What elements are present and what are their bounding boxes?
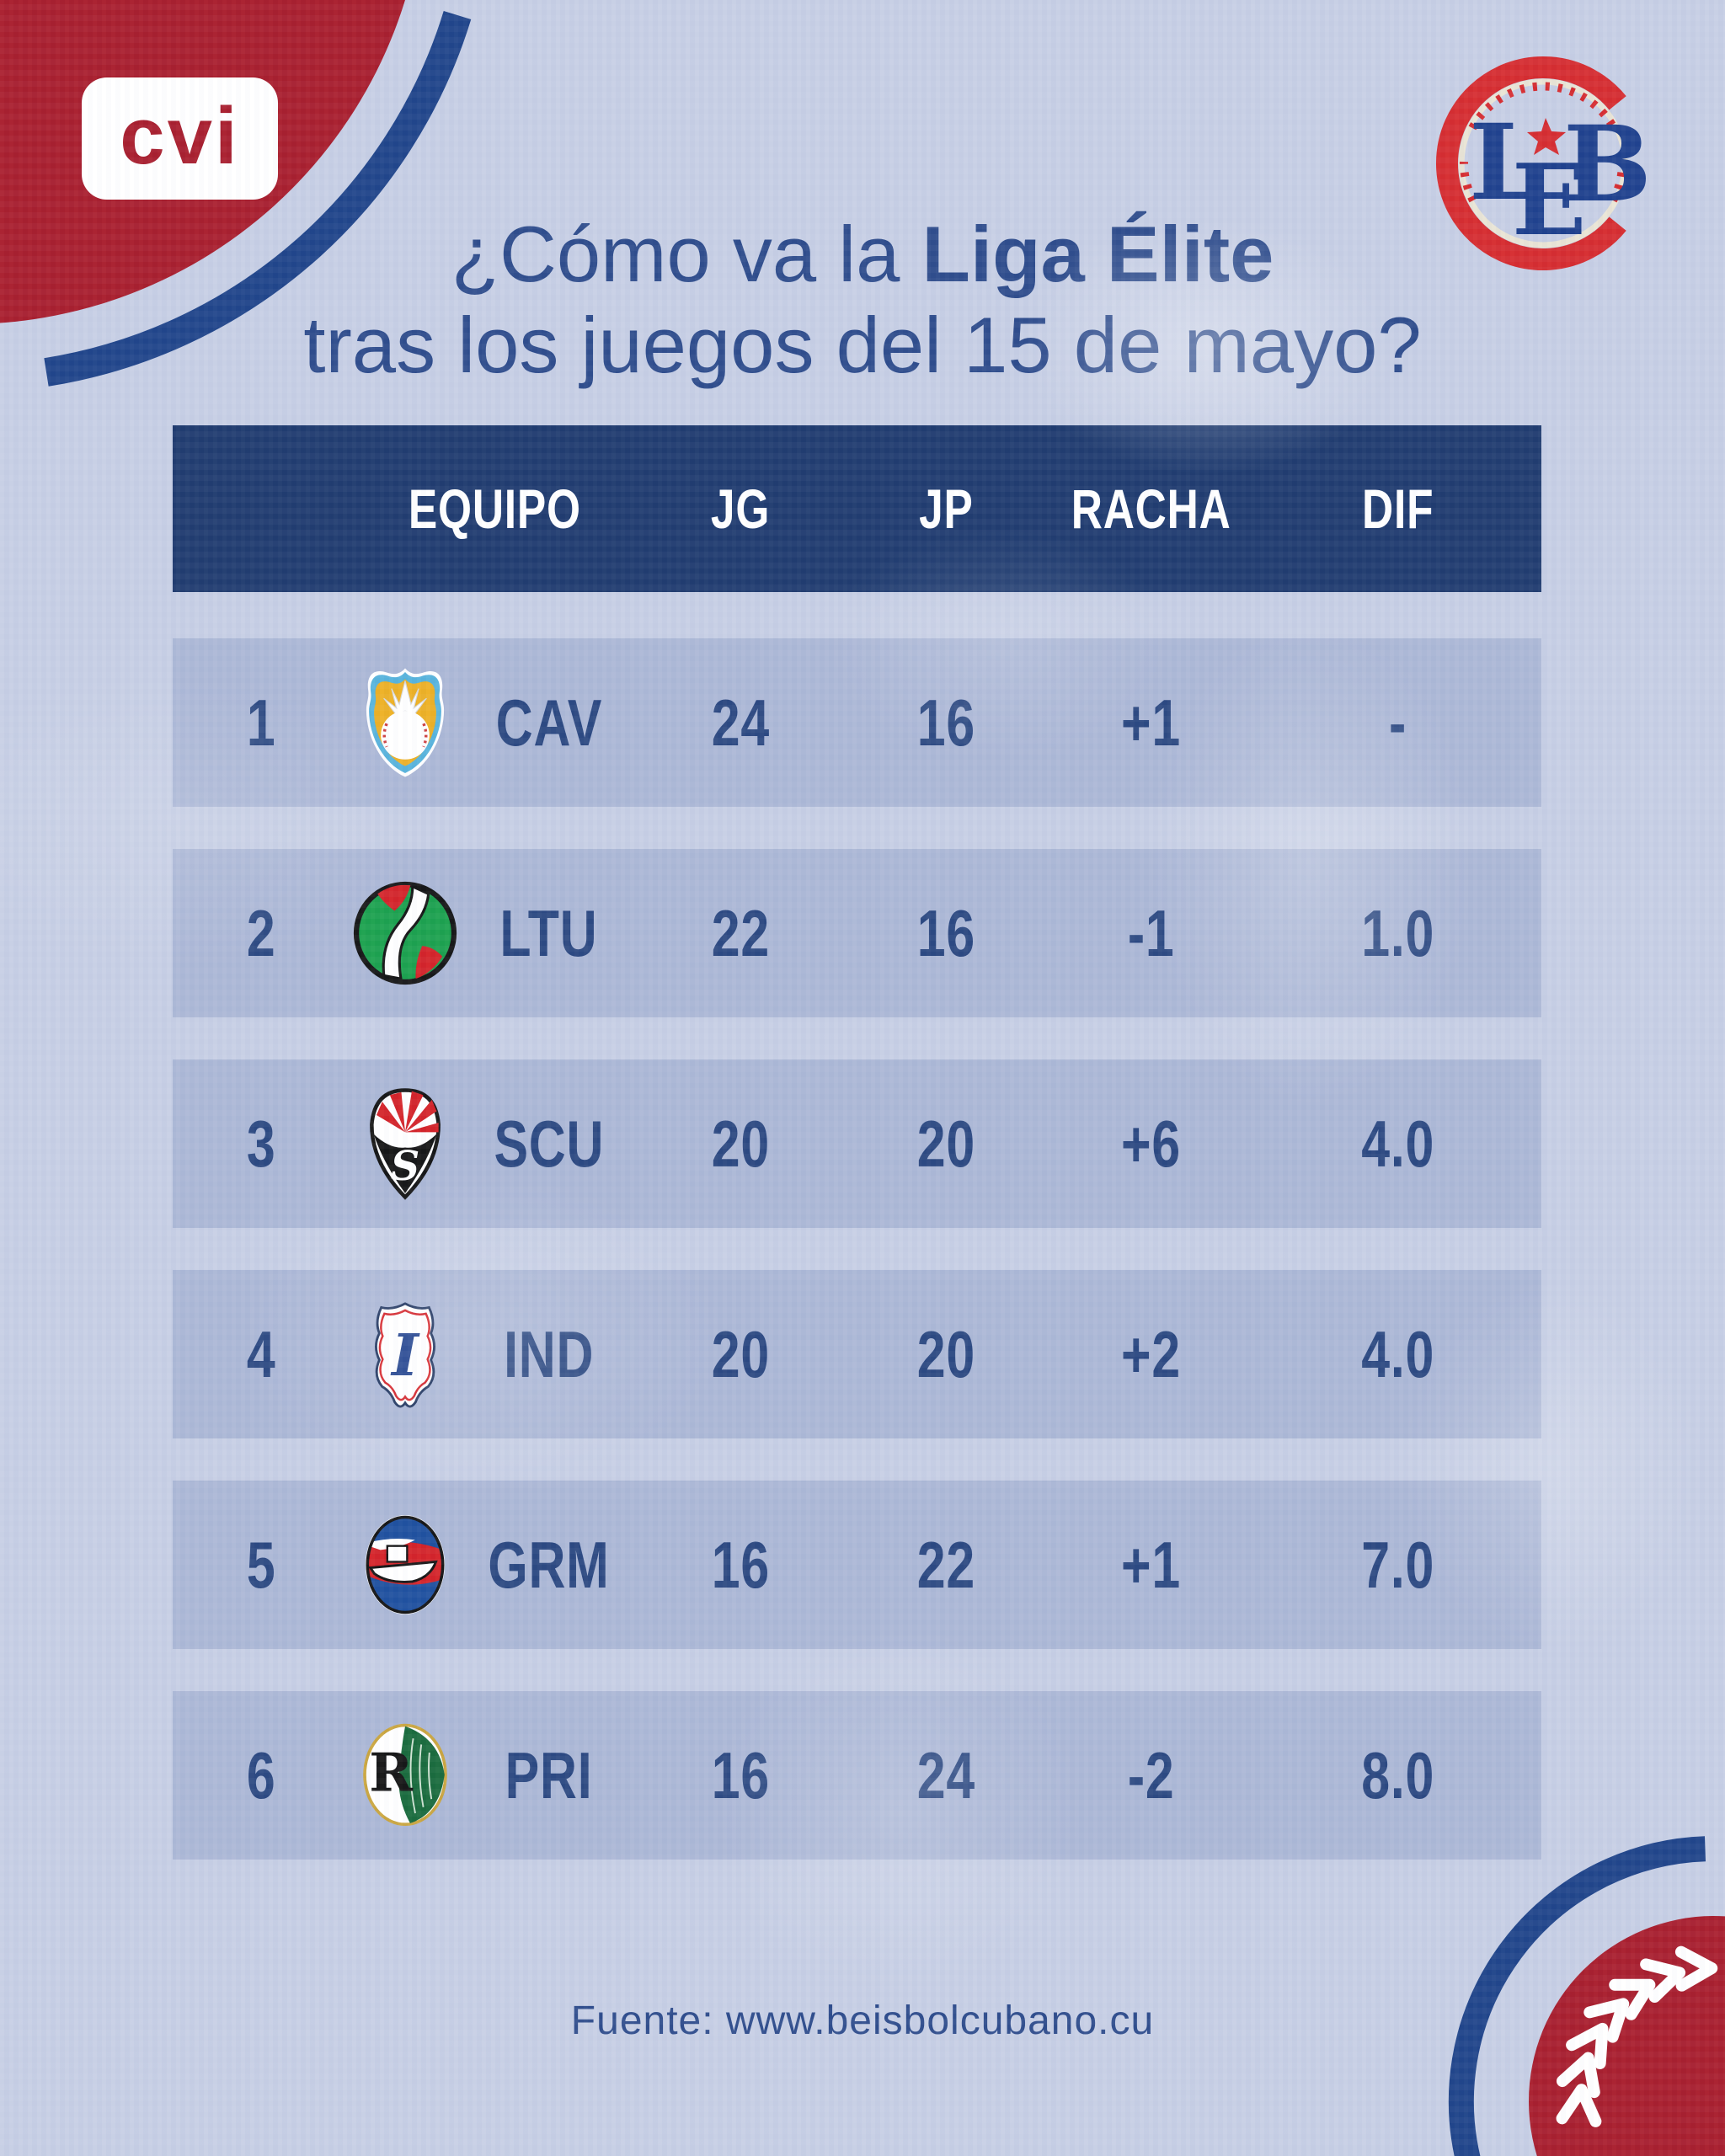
- leb-league-logo-icon: L E B: [1435, 56, 1652, 270]
- scu-team-logo-icon: S: [362, 1086, 448, 1201]
- rank-cell: 5: [247, 1527, 276, 1602]
- team-code-cell: SCU: [494, 1106, 605, 1181]
- header-racha: RACHA: [1071, 478, 1231, 540]
- leb-red-c-ring: [1435, 56, 1626, 270]
- baseball-stitches-icon: [1556, 1945, 1718, 2127]
- title-line-1: ¿Cómo va la Liga Élite: [451, 210, 1274, 298]
- header-equipo: EQUIPO: [408, 478, 581, 540]
- rank-cell: 1: [247, 685, 276, 760]
- blue-arc: [44, 11, 472, 387]
- page-title: ¿Cómo va la Liga Élite tras los juegos d…: [51, 209, 1674, 391]
- leb-star-icon: [1527, 118, 1566, 155]
- table-row: 3 S SCU 20 20 +6 4.: [173, 1059, 1541, 1228]
- cav-team-logo-icon: [356, 665, 454, 780]
- cvi-logo-text: cvi: [120, 90, 240, 181]
- cvi-logo: cvi: [82, 77, 278, 200]
- racha-cell: +1: [1121, 1527, 1182, 1602]
- racha-cell: +6: [1121, 1106, 1182, 1181]
- racha-cell: -2: [1128, 1737, 1175, 1812]
- table-row: 6 R PRI 16 24 -2 8.0: [173, 1691, 1541, 1860]
- leb-stitch-bottom-right: [1609, 161, 1627, 203]
- jp-cell: 20: [916, 1106, 975, 1181]
- team-code-cell: PRI: [505, 1737, 593, 1812]
- racha-cell: +1: [1121, 685, 1182, 760]
- racha-cell: -1: [1128, 895, 1175, 970]
- standings-table: EQUIPO JG JP RACHA DIF 1 CAV 24: [173, 425, 1541, 1860]
- team-code-cell: IND: [504, 1316, 595, 1391]
- jp-cell: 22: [916, 1527, 975, 1602]
- team-code-cell: LTU: [499, 895, 598, 970]
- source-footer: Fuente: www.beisbolcubano.cu: [570, 1999, 1155, 2043]
- header-jp: JP: [918, 478, 974, 540]
- title-line-2: tras los juegos del 15 de mayo?: [303, 301, 1422, 389]
- table-header-row: EQUIPO JG JP RACHA DIF: [173, 425, 1541, 592]
- dif-cell: 1.0: [1360, 895, 1434, 970]
- jg-cell: 20: [711, 1316, 770, 1391]
- team-code-cell: CAV: [495, 685, 603, 760]
- grm-team-logo-icon: [360, 1509, 450, 1620]
- svg-text:R: R: [370, 1742, 414, 1804]
- table-row: 1 CAV 24 16 +1 -: [173, 638, 1541, 807]
- jg-cell: 20: [711, 1106, 770, 1181]
- svg-text:I: I: [390, 1322, 420, 1390]
- pri-team-logo-icon: R: [355, 1722, 456, 1828]
- bottom-right-baseball-decoration: [1448, 1836, 1725, 2156]
- racha-cell: +2: [1121, 1316, 1182, 1391]
- team-code-cell: GRM: [488, 1527, 611, 1602]
- leb-letter-e: E: [1512, 143, 1586, 258]
- header-dif: DIF: [1361, 478, 1434, 540]
- svg-text:S: S: [391, 1143, 419, 1190]
- rank-cell: 6: [247, 1737, 276, 1812]
- dif-cell: -: [1388, 685, 1407, 760]
- rank-cell: 3: [247, 1106, 276, 1181]
- dif-cell: 4.0: [1360, 1106, 1434, 1181]
- jg-cell: 24: [711, 685, 770, 760]
- leb-letter-b: B: [1563, 104, 1652, 226]
- blue-arc: [1448, 1836, 1706, 2156]
- table-row: 5 GRM 16 22 +1 7.0: [173, 1481, 1541, 1649]
- dif-cell: 7.0: [1360, 1527, 1434, 1602]
- header-jg: JG: [711, 478, 771, 540]
- ind-team-logo-icon: I: [362, 1297, 448, 1412]
- leb-stitch-bottom-left: [1459, 161, 1477, 203]
- jp-cell: 16: [916, 685, 975, 760]
- jp-cell: 20: [916, 1316, 975, 1391]
- dif-cell: 8.0: [1360, 1737, 1434, 1812]
- title-highlight: Liga Élite: [921, 210, 1274, 298]
- jg-cell: 16: [711, 1527, 770, 1602]
- leb-letter-l: L: [1469, 102, 1542, 224]
- jg-cell: 16: [711, 1737, 770, 1812]
- ltu-team-logo-icon: [352, 880, 458, 986]
- rank-cell: 4: [247, 1316, 276, 1391]
- table-row: 4 I IND 20 20 +2 4.0: [173, 1270, 1541, 1438]
- jg-cell: 22: [711, 895, 770, 970]
- jp-cell: 16: [916, 895, 975, 970]
- rank-cell: 2: [247, 895, 276, 970]
- table-row: 2 LTU 22 16 -1 1.0: [173, 849, 1541, 1017]
- jp-cell: 24: [916, 1737, 975, 1812]
- dif-cell: 4.0: [1360, 1316, 1434, 1391]
